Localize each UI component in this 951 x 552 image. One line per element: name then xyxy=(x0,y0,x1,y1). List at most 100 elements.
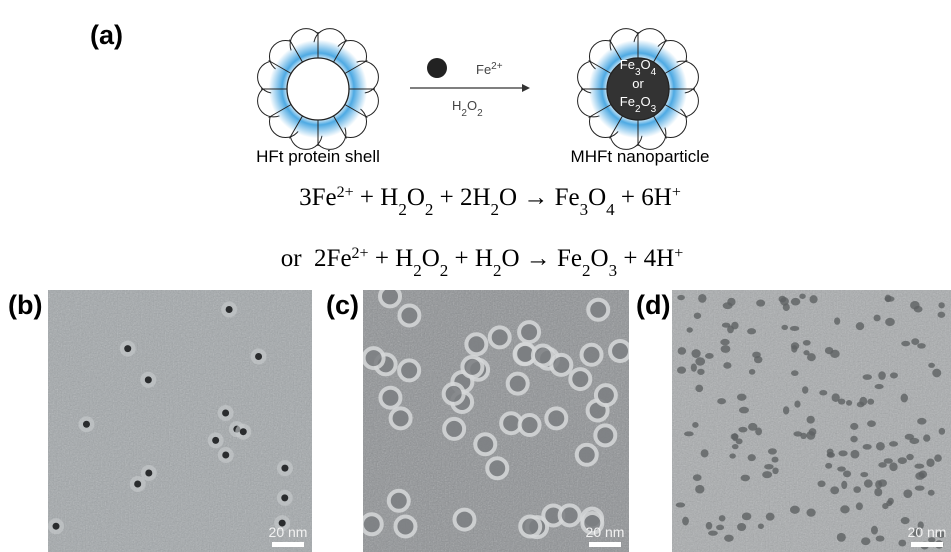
particle xyxy=(889,441,898,447)
equation-part: 2 xyxy=(413,261,422,280)
panel-label: (a) xyxy=(90,20,123,50)
particle xyxy=(676,502,685,507)
particle xyxy=(444,384,464,404)
particle xyxy=(747,328,756,334)
particle xyxy=(772,467,778,474)
equation-part: + xyxy=(672,184,681,201)
scale-bar xyxy=(589,542,621,547)
equation-part: + H xyxy=(354,184,399,211)
particle xyxy=(731,322,738,330)
particle xyxy=(799,294,805,299)
scale-label: 20 nm xyxy=(586,524,625,540)
particle xyxy=(898,457,907,464)
equation-part: 2 xyxy=(491,200,500,219)
particle xyxy=(732,444,739,449)
particle xyxy=(837,466,846,471)
particle xyxy=(682,517,689,526)
particle xyxy=(830,486,839,494)
particle xyxy=(864,479,873,487)
particle xyxy=(837,533,846,542)
particle xyxy=(754,356,762,363)
particle xyxy=(380,388,400,408)
particle xyxy=(694,313,701,319)
particle xyxy=(819,390,827,395)
particle xyxy=(677,367,686,374)
particle xyxy=(731,433,739,440)
particle xyxy=(212,437,219,444)
equation-part: 2 xyxy=(398,200,407,219)
equation-part: 3 xyxy=(609,261,618,280)
particle xyxy=(850,436,857,443)
equation-part: 2+ xyxy=(337,184,354,201)
particle xyxy=(222,451,229,458)
particle xyxy=(693,474,702,481)
reagent: Fe2+ xyxy=(476,61,503,78)
particle xyxy=(454,510,474,530)
particle xyxy=(684,431,694,436)
particle xyxy=(885,318,895,326)
equation-part: 2+ xyxy=(352,245,369,262)
particle xyxy=(938,312,946,318)
particle xyxy=(391,408,411,428)
particle xyxy=(570,369,590,389)
particle xyxy=(790,506,800,514)
particle xyxy=(695,385,703,393)
particle xyxy=(843,470,851,477)
tem-image xyxy=(48,290,312,552)
particle xyxy=(739,407,749,414)
particle xyxy=(222,409,229,416)
particle xyxy=(723,302,733,309)
particle xyxy=(720,339,729,345)
particle xyxy=(687,327,693,332)
particle xyxy=(768,448,777,454)
particle xyxy=(806,509,815,517)
panel-label: (d) xyxy=(636,290,670,320)
particle xyxy=(803,340,811,346)
particle xyxy=(903,489,912,498)
particle xyxy=(588,300,608,320)
particle xyxy=(519,322,539,342)
figure: (a) Fe3O4 or Fe2O3 Fe2+ H2O2 HFt protein… xyxy=(0,0,951,552)
equation-part: O xyxy=(422,245,440,272)
particle xyxy=(520,415,540,435)
particle xyxy=(134,481,141,488)
particle xyxy=(878,371,886,380)
particle xyxy=(863,444,872,450)
particle xyxy=(876,442,885,451)
particle xyxy=(762,471,772,478)
particle xyxy=(582,345,602,365)
particle xyxy=(695,485,704,494)
particle xyxy=(919,471,927,479)
scale-label: 20 nm xyxy=(908,524,947,540)
particle xyxy=(475,434,495,454)
particle xyxy=(834,317,840,324)
particle xyxy=(850,423,858,430)
particle xyxy=(678,347,686,355)
equation-part: + 2H xyxy=(433,184,490,211)
particle xyxy=(772,457,779,463)
particle xyxy=(871,526,878,535)
particle xyxy=(861,537,870,545)
particle xyxy=(878,479,887,486)
particle xyxy=(840,505,849,513)
shell-label: HFt protein shell xyxy=(256,147,380,166)
particle xyxy=(874,315,881,322)
particle xyxy=(724,535,734,542)
equation-part: O xyxy=(588,184,606,211)
particle xyxy=(838,450,847,456)
particle xyxy=(729,453,736,458)
particle xyxy=(705,353,714,359)
oxidant: H2O2 xyxy=(452,98,483,119)
particle xyxy=(793,431,802,436)
particle xyxy=(698,294,706,303)
equation-part: 2 xyxy=(440,261,449,280)
particle xyxy=(395,516,415,536)
equation-part: O xyxy=(407,184,425,211)
arrow-head xyxy=(522,84,530,92)
particle xyxy=(898,540,906,547)
particle xyxy=(809,428,817,435)
particle xyxy=(764,464,774,469)
particle xyxy=(490,327,510,347)
particle xyxy=(818,481,826,488)
particle xyxy=(781,325,788,330)
